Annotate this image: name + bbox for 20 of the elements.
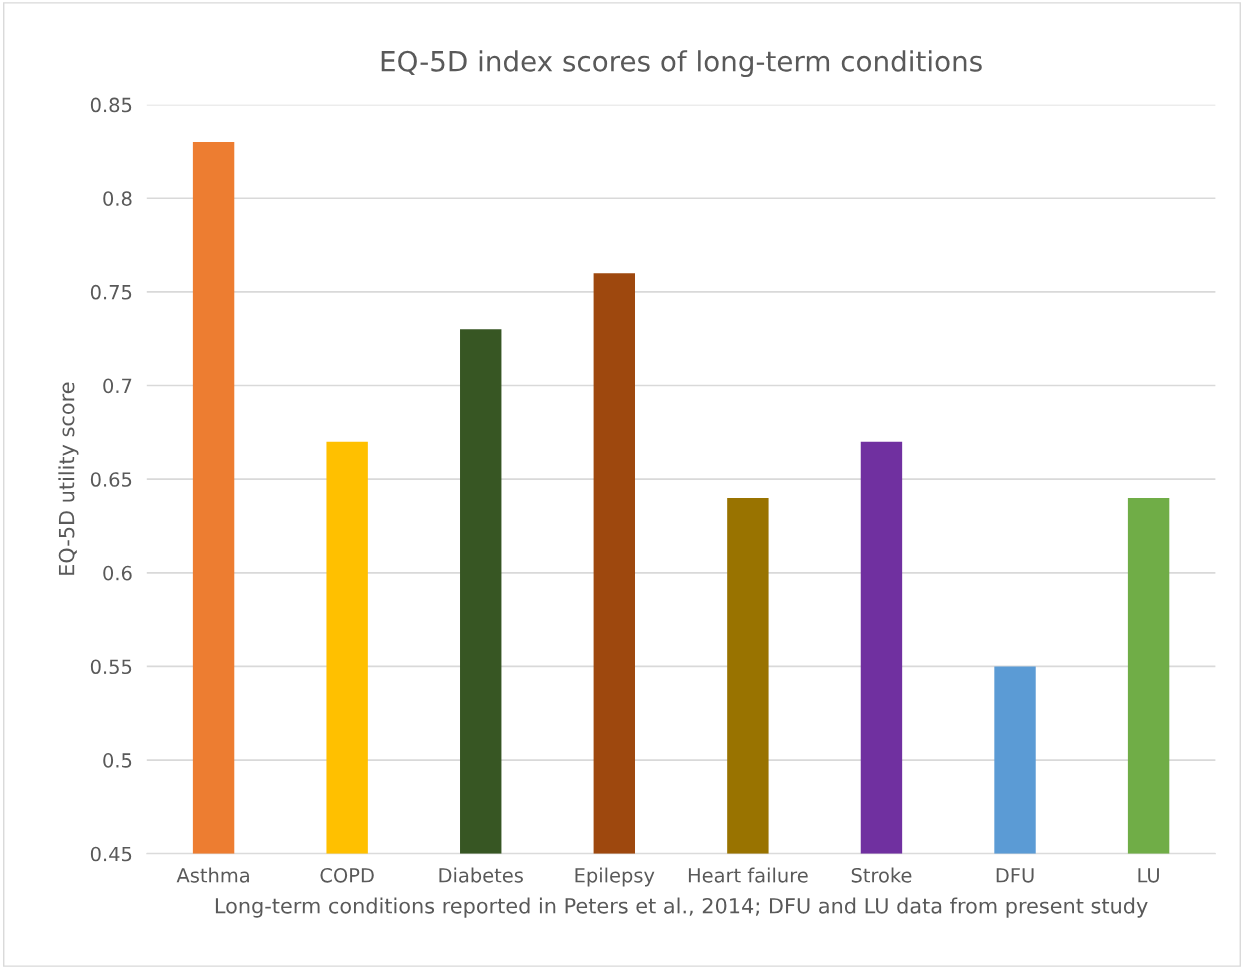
y-tick-label: 0.55 [90, 659, 132, 675]
x-tick-label: Asthma [176, 867, 249, 883]
x-tick-label: Epilepsy [575, 867, 655, 887]
y-tick-label: 0.7 [103, 378, 132, 394]
x-tick-label: DFU [996, 868, 1034, 883]
y-axis-title: EQ-5D utility score [58, 382, 79, 575]
y-tick-label: 0.75 [90, 284, 132, 300]
x-tick-label: Diabetes [439, 867, 523, 883]
y-tick-label: 0.5 [103, 753, 132, 768]
x-tick-label: Heart failure [688, 867, 808, 883]
x-tick-label: LU [1138, 868, 1159, 883]
y-tick-label: 0.45 [90, 846, 132, 862]
y-tick-label: 0.65 [90, 472, 132, 487]
x-axis-title: Long-term conditions reported in Peters et al., 2014; DFU and LU data from present study [215, 897, 1148, 918]
y-tick-label: 0.8 [103, 191, 132, 206]
chart-title: EQ-5D index scores of long-term conditions [381, 50, 982, 78]
x-tick-label: Stroke [851, 867, 912, 883]
x-tick-label: COPD [320, 867, 374, 883]
y-tick-label: 0.6 [103, 565, 132, 581]
y-tick-label: 0.85 [90, 97, 132, 113]
